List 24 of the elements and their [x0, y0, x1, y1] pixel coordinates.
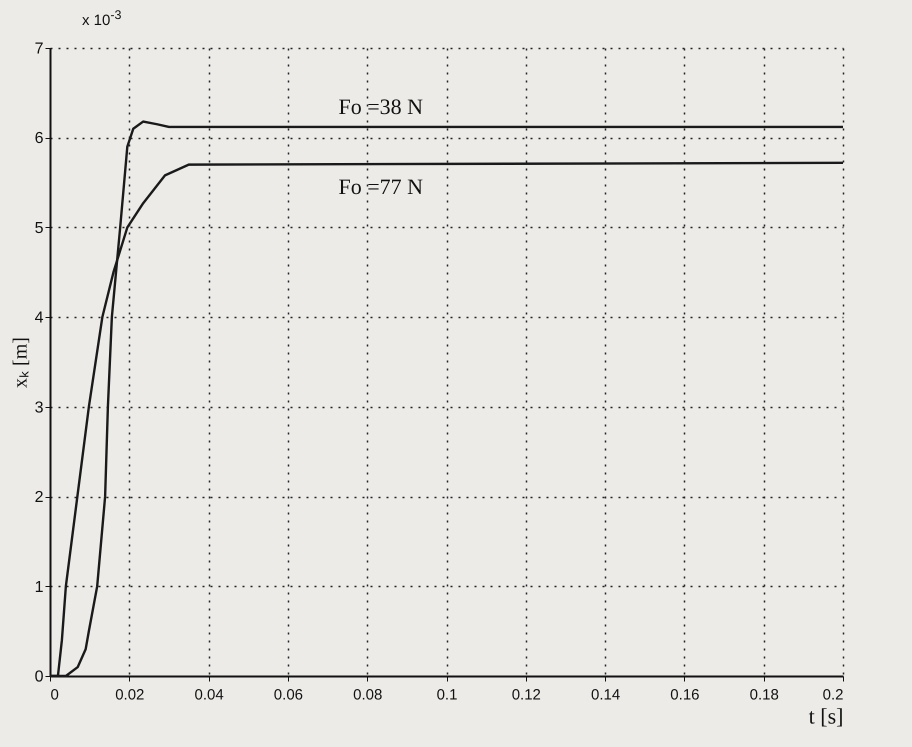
- y-tick-label: 7: [34, 40, 44, 58]
- x-tick-label: 0.12: [512, 686, 541, 704]
- text: x 10$^{-3}$: [82, 8, 122, 29]
- x-tick-label: 0.14: [591, 686, 620, 704]
- y-tick-label: 5: [34, 220, 44, 237]
- x-tick-label: 0.08: [353, 686, 382, 704]
- x-tick-label: 0.18: [750, 686, 779, 704]
- y-tick-label: 0: [34, 668, 44, 686]
- series-label: Fo =77 N: [338, 174, 424, 199]
- y-tick-label: 4: [34, 310, 44, 327]
- y-axis-title: xₖ [m]: [10, 337, 32, 388]
- series-label: Fo =38 N: [338, 94, 424, 119]
- x-tick-label: 0.2: [822, 686, 844, 704]
- x-axis-title: t [s]: [808, 704, 844, 728]
- y-tick-label: 2: [34, 489, 44, 506]
- x-tick-label: 0.04: [194, 686, 224, 704]
- x-tick-label: 0.16: [670, 686, 700, 704]
- x-tick-label: 0.06: [274, 686, 303, 704]
- y-tick-label: 3: [34, 399, 44, 416]
- x-tick-label: 0: [50, 686, 59, 704]
- y-tick-label: 6: [34, 130, 44, 148]
- x-tick-label: 0.02: [115, 686, 144, 704]
- x-tick-label: 0.1: [436, 686, 458, 704]
- y-tick-label: 1: [34, 578, 44, 596]
